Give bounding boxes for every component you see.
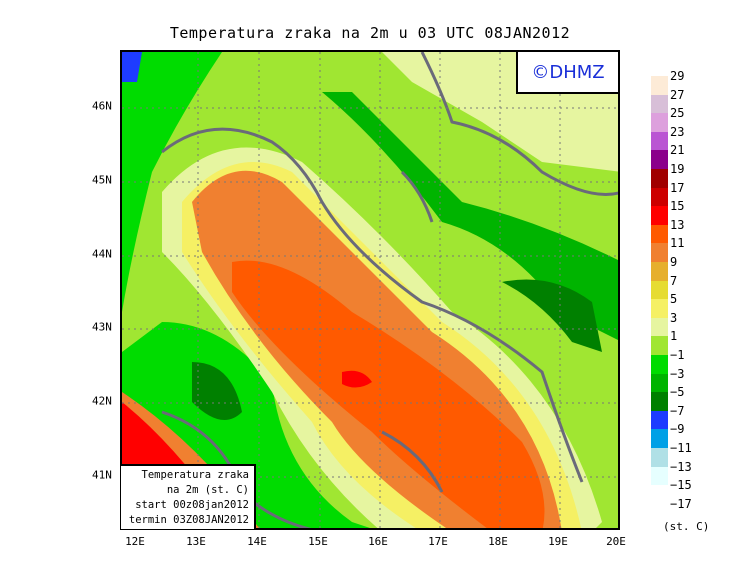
legend-color-box xyxy=(651,355,668,374)
legend-color-box xyxy=(651,299,668,318)
legend-label: 5 xyxy=(670,292,678,307)
legend-label: −7 xyxy=(670,403,685,418)
legend-label: 29 xyxy=(670,69,685,83)
field-inland-cold xyxy=(322,92,618,340)
legend-color-box xyxy=(651,94,668,114)
field-italy-coldest xyxy=(192,362,242,420)
info-box: Temperatura zraka na 2m (st. C) start 00… xyxy=(121,464,256,529)
legend-label: −13 xyxy=(670,459,692,474)
x-tick-label: 12E xyxy=(125,535,145,548)
legend-label: 13 xyxy=(670,217,685,232)
legend-color-box xyxy=(651,336,668,355)
field-west-cold xyxy=(122,52,222,312)
y-tick-label: 46N xyxy=(92,99,112,113)
map-title: Temperatura zraka na 2m u 03 UTC 08JAN20… xyxy=(169,24,571,42)
legend-label: 27 xyxy=(670,87,685,102)
legend-color-box xyxy=(651,429,668,448)
info-line-4: termin 03Z08JAN2012 xyxy=(128,514,249,526)
field-sea-max xyxy=(342,370,372,388)
temperature-map xyxy=(120,50,620,530)
x-tick-label: 17E xyxy=(428,535,448,548)
legend-color-box xyxy=(651,373,668,393)
y-tick-label: 41N xyxy=(92,468,112,482)
legend-label: 9 xyxy=(670,255,678,269)
legend-label: −17 xyxy=(670,496,692,511)
legend-label: −1 xyxy=(670,348,685,362)
coastline-borders xyxy=(161,52,618,528)
legend-label: 23 xyxy=(670,124,685,139)
info-line-3: start 00z08jan2012 xyxy=(135,499,249,511)
x-tick-label: 18E xyxy=(488,535,508,548)
legend-label: −15 xyxy=(670,478,692,493)
grid-lines xyxy=(122,52,618,528)
legend-label: 11 xyxy=(670,236,685,251)
legend-label: 19 xyxy=(670,162,685,176)
legend-label: 1 xyxy=(670,329,678,344)
legend-color-box xyxy=(651,113,668,132)
legend-label: 7 xyxy=(670,273,678,288)
x-tick-label: 16E xyxy=(368,535,388,548)
field-inland-coldest xyxy=(502,279,602,352)
legend-color-box xyxy=(651,76,668,95)
field-sea-warmest xyxy=(232,260,545,528)
temperature-field xyxy=(122,52,618,528)
x-tick-label: 20E xyxy=(606,535,626,548)
legend-color-box xyxy=(651,150,668,169)
legend-label: −5 xyxy=(670,385,685,400)
legend-label: 25 xyxy=(670,106,685,121)
info-line-1: Temperatura zraka xyxy=(141,469,249,481)
y-tick-label: 45N xyxy=(92,173,112,187)
legend-color-box xyxy=(651,131,668,151)
legend-label: −9 xyxy=(670,422,685,437)
legend-color-box xyxy=(651,169,668,188)
y-tick-label: 42N xyxy=(92,394,112,408)
legend-label: 17 xyxy=(670,180,685,195)
dhmz-logo: ©DHMZ xyxy=(516,52,618,94)
field-alps-cold xyxy=(122,52,142,82)
y-tick-label: 43N xyxy=(92,320,112,334)
legend-color-box xyxy=(651,392,668,411)
legend-color-box xyxy=(651,317,668,337)
legend-color-box xyxy=(651,206,668,225)
x-tick-label: 14E xyxy=(247,535,267,548)
legend-color-box xyxy=(651,243,668,262)
legend-label: 15 xyxy=(670,199,685,214)
legend-color-box xyxy=(651,448,668,467)
legend-color-box xyxy=(651,187,668,207)
legend-color-box xyxy=(651,280,668,300)
legend-unit: (st. C) xyxy=(663,520,710,533)
legend-color-box xyxy=(651,466,668,486)
legend-color-box xyxy=(651,262,668,281)
y-tick-label: 44N xyxy=(92,247,112,261)
legend-color-box xyxy=(651,410,668,430)
legend-label: −3 xyxy=(670,366,685,381)
legend-label: 21 xyxy=(670,143,685,158)
x-tick-label: 15E xyxy=(308,535,328,548)
legend-color-box xyxy=(651,224,668,244)
x-tick-label: 13E xyxy=(186,535,206,548)
legend-label: −11 xyxy=(670,441,692,455)
x-tick-label: 19E xyxy=(548,535,568,548)
legend-label: 3 xyxy=(670,310,678,325)
info-line-2: na 2m (st. C) xyxy=(166,484,249,496)
